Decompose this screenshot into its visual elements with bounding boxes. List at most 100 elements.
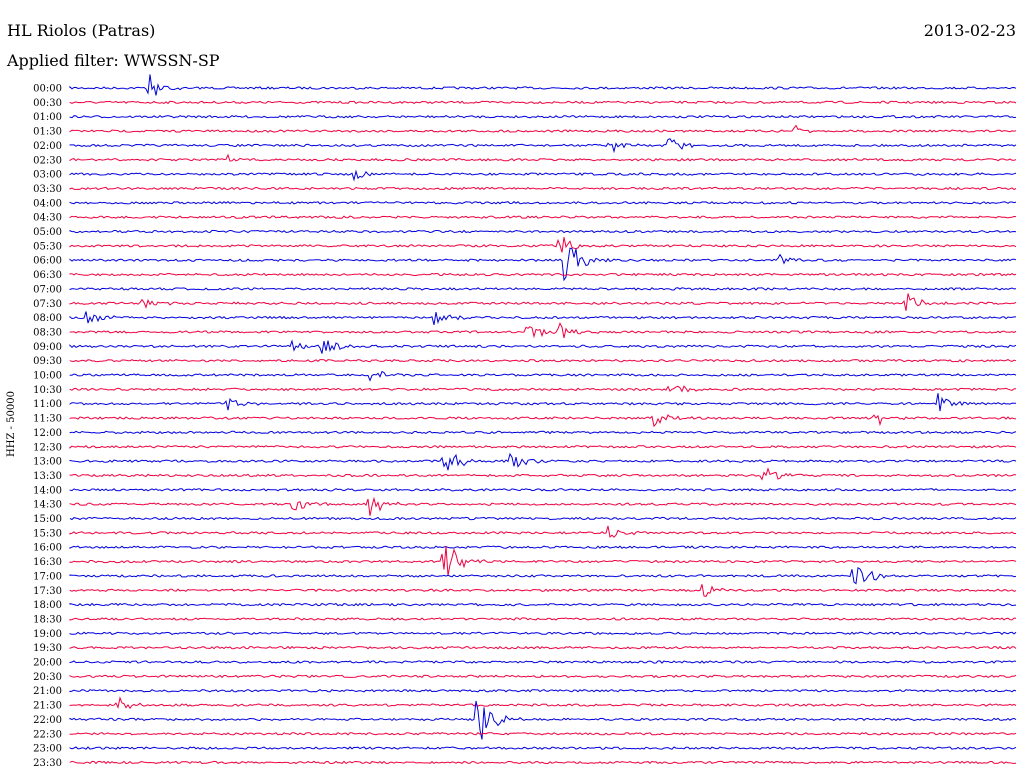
trace-line: [69, 385, 1017, 393]
trace-line: [69, 496, 1017, 516]
trace-line: [69, 546, 1017, 576]
row-time-label: 01:30: [33, 127, 62, 138]
trace-line: [69, 674, 1017, 679]
trace-line: [69, 732, 1017, 736]
row-time-label: 02:30: [33, 155, 62, 166]
trace-line: [69, 215, 1017, 219]
record-date: 2013-02-23: [924, 21, 1016, 40]
trace-line: [69, 688, 1017, 693]
row-time-label: 16:30: [33, 557, 62, 568]
row-time-label: 01:00: [33, 112, 62, 123]
row-time-label: 21:00: [33, 686, 62, 697]
trace-line: [69, 100, 1017, 105]
trace-line: [69, 525, 1016, 538]
trace-line: [69, 445, 1017, 449]
row-time-label: 15:00: [33, 514, 62, 525]
trace-line: [69, 138, 1017, 154]
row-time-label: 10:30: [33, 385, 62, 396]
row-time-label: 07:00: [33, 284, 62, 295]
row-time-label: 03:30: [33, 184, 62, 195]
row-time-label: 18:00: [33, 600, 62, 611]
row-time-label: 06:00: [33, 256, 62, 267]
trace-line: [69, 229, 1017, 234]
y-axis-label: HHZ - 50000: [6, 391, 17, 457]
row-time-label: 17:30: [33, 586, 62, 597]
trace-line: [69, 467, 1017, 481]
trace-line: [69, 114, 1017, 119]
row-time-label: 11:30: [33, 414, 62, 425]
row-time-label: 14:00: [33, 485, 62, 496]
trace-line: [69, 293, 1017, 311]
trace-line: [69, 358, 1017, 363]
row-time-label: 22:30: [33, 729, 62, 740]
row-time-label: 14:30: [33, 500, 62, 511]
trace-line: [69, 322, 1017, 339]
trace-line: [69, 237, 1017, 253]
row-time-label: 02:00: [33, 141, 62, 152]
row-time-label: 06:30: [33, 270, 62, 281]
row-time-label: 12:00: [33, 428, 62, 439]
row-time-label: 04:30: [33, 213, 62, 224]
trace-line: [69, 602, 1017, 607]
row-time-label: 12:30: [33, 442, 62, 453]
trace-line: [69, 566, 1017, 585]
trace-line: [69, 124, 1017, 134]
trace-line: [69, 516, 1017, 521]
trace-line: [69, 645, 1017, 650]
trace-rows: 00:00 00:30 01:00 01:30 02:00 02:30 03:00 03:30…: [33, 74, 1017, 769]
row-time-label: 03:00: [33, 170, 62, 181]
row-time-label: 09:30: [33, 356, 62, 367]
row-time-label: 17:00: [33, 571, 62, 582]
station-title: HL Riolos (Patras): [7, 21, 155, 40]
row-time-label: 05:00: [33, 227, 62, 238]
row-time-label: 18:30: [33, 614, 62, 625]
trace-line: [69, 370, 1017, 382]
row-time-label: 00:00: [33, 84, 62, 95]
row-time-label: 15:30: [33, 528, 62, 539]
row-time-label: 08:00: [33, 313, 62, 324]
trace-line: [69, 74, 1017, 96]
trace-line: [69, 452, 1017, 471]
trace-line: [69, 760, 1017, 765]
row-time-label: 07:30: [33, 299, 62, 310]
row-time-label: 19:30: [33, 643, 62, 654]
trace-line: [69, 186, 1017, 191]
trace-line: [69, 414, 1017, 428]
row-time-label: 22:00: [33, 715, 62, 726]
trace-line: [69, 169, 1017, 182]
row-time-label: 08:30: [33, 327, 62, 338]
row-time-label: 21:30: [33, 701, 62, 712]
trace-line: [69, 660, 1017, 664]
trace-line: [69, 247, 1017, 282]
trace-line: [69, 153, 1017, 162]
filter-label: Applied filter: WWSSN-SP: [6, 51, 220, 70]
row-time-label: 13:00: [33, 457, 62, 468]
trace-line: [69, 631, 1017, 636]
row-time-label: 16:00: [33, 543, 62, 554]
row-time-label: 23:30: [33, 758, 62, 769]
trace-line: [69, 311, 1016, 326]
trace-line: [69, 545, 1017, 550]
trace-line: [69, 201, 1017, 205]
row-time-label: 04:00: [33, 198, 62, 209]
trace-line: [69, 700, 1017, 740]
trace-line: [69, 746, 1017, 750]
trace-line: [69, 488, 1017, 492]
row-time-label: 20:30: [33, 672, 62, 683]
row-time-label: 00:30: [33, 98, 62, 109]
trace-line: [69, 696, 1017, 710]
trace-line: [69, 430, 1017, 435]
row-time-label: 09:00: [33, 342, 62, 353]
row-time-label: 19:00: [33, 629, 62, 640]
row-time-label: 05:30: [33, 241, 62, 252]
trace-line: [69, 287, 1017, 291]
row-time-label: 11:00: [33, 399, 62, 410]
row-time-label: 20:00: [33, 658, 62, 669]
trace-line: [69, 584, 1017, 597]
row-time-label: 13:30: [33, 471, 62, 482]
trace-line: [69, 272, 1017, 277]
trace-line: [69, 393, 1016, 412]
trace-line: [69, 339, 1017, 354]
row-time-label: 10:00: [33, 371, 62, 382]
